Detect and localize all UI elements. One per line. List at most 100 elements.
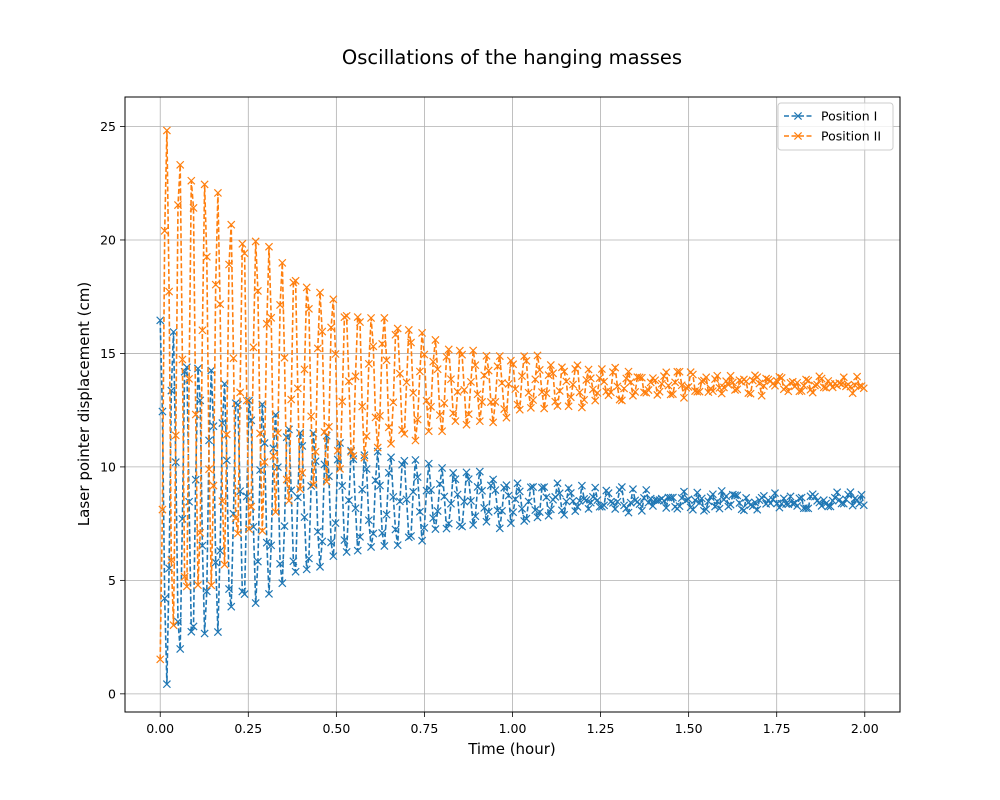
data-point-marker — [542, 389, 551, 398]
data-point-marker — [717, 389, 726, 398]
data-point-marker — [300, 513, 309, 522]
data-point-marker — [198, 326, 207, 335]
data-point-marker — [575, 388, 584, 397]
data-point-marker — [746, 500, 755, 509]
data-point-marker — [595, 374, 604, 383]
data-point-marker — [613, 497, 622, 506]
data-point-marker — [422, 396, 431, 405]
data-point-marker — [688, 370, 697, 379]
data-point-marker — [300, 365, 309, 374]
data-point-marker — [264, 242, 273, 251]
data-point-marker — [804, 504, 813, 513]
data-point-marker — [695, 498, 704, 507]
data-point-marker — [726, 500, 735, 509]
data-point-marker — [853, 372, 862, 381]
data-point-marker — [331, 349, 340, 359]
data-point-marker — [544, 511, 553, 520]
data-point-marker — [424, 427, 433, 436]
data-point-marker — [482, 517, 491, 526]
data-point-marker — [167, 386, 176, 395]
data-point-marker — [367, 313, 376, 322]
data-point-marker — [544, 371, 553, 380]
y-tick-label: 25 — [100, 119, 116, 134]
data-point-marker — [475, 417, 484, 426]
data-point-marker — [500, 405, 509, 414]
data-point-marker — [540, 483, 549, 492]
data-point-marker — [395, 369, 404, 378]
data-point-marker — [617, 396, 626, 405]
data-point-marker — [196, 396, 205, 405]
data-point-marker — [624, 508, 633, 517]
data-point-marker — [249, 343, 258, 352]
data-point-marker — [773, 377, 782, 386]
data-point-marker — [564, 484, 573, 493]
data-point-marker — [406, 338, 416, 347]
data-point-marker — [433, 365, 442, 374]
data-point-marker — [779, 494, 788, 503]
chart-title: Oscillations of the hanging masses — [342, 46, 682, 69]
data-point-marker — [253, 286, 262, 295]
data-point-marker — [398, 426, 407, 435]
data-point-marker — [571, 507, 580, 516]
data-point-marker — [557, 506, 566, 515]
data-point-marker — [509, 360, 518, 369]
data-point-marker — [784, 387, 793, 396]
data-point-marker — [517, 372, 527, 381]
data-point-marker — [484, 366, 493, 375]
data-point-marker — [315, 562, 325, 571]
data-point-marker — [378, 339, 387, 348]
data-point-marker — [786, 378, 795, 387]
data-point-marker — [391, 525, 400, 534]
data-point-marker — [535, 508, 544, 517]
data-point-marker — [531, 375, 540, 384]
x-tick-label: 0.50 — [322, 721, 350, 736]
data-point-marker — [526, 403, 535, 412]
data-point-marker — [560, 367, 569, 376]
data-point-marker — [329, 552, 338, 561]
data-point-marker — [666, 493, 675, 502]
data-point-marker — [260, 458, 269, 467]
data-point-marker — [617, 482, 626, 492]
data-point-marker — [176, 160, 185, 169]
data-point-marker — [176, 644, 185, 653]
data-point-marker — [393, 541, 402, 550]
data-point-marker — [466, 377, 475, 386]
data-point-marker — [857, 490, 866, 499]
data-point-marker — [839, 373, 848, 382]
data-point-marker — [360, 453, 369, 462]
data-point-marker — [722, 377, 731, 386]
data-point-marker — [704, 497, 713, 506]
data-point-marker — [280, 353, 289, 362]
data-point-marker — [788, 499, 797, 508]
data-point-marker — [697, 494, 706, 503]
data-point-marker — [329, 295, 338, 304]
data-point-marker — [160, 594, 169, 603]
data-point-marker — [225, 585, 234, 594]
data-point-marker — [593, 388, 602, 397]
data-point-marker — [675, 367, 684, 376]
data-point-marker — [595, 502, 604, 511]
data-point-marker — [446, 375, 455, 384]
data-point-marker — [404, 533, 413, 542]
data-point-marker — [566, 488, 575, 498]
data-point-marker — [387, 453, 396, 462]
data-point-marker — [384, 468, 393, 477]
data-point-marker — [227, 602, 236, 611]
data-point-marker — [642, 485, 651, 494]
data-point-marker — [693, 488, 702, 497]
data-point-marker — [742, 377, 751, 386]
data-point-marker — [577, 403, 586, 412]
data-point-marker — [282, 475, 291, 484]
data-point-marker — [287, 395, 296, 404]
data-point-marker — [464, 475, 473, 484]
data-point-marker — [546, 361, 555, 370]
data-point-marker — [415, 367, 424, 376]
data-point-marker — [731, 385, 740, 394]
data-point-marker — [850, 381, 859, 390]
data-point-marker — [702, 373, 711, 382]
y-tick-label: 5 — [108, 573, 116, 588]
data-point-marker — [557, 363, 566, 372]
data-point-marker — [491, 397, 500, 406]
data-point-marker — [708, 387, 717, 396]
data-point-marker — [859, 501, 868, 510]
